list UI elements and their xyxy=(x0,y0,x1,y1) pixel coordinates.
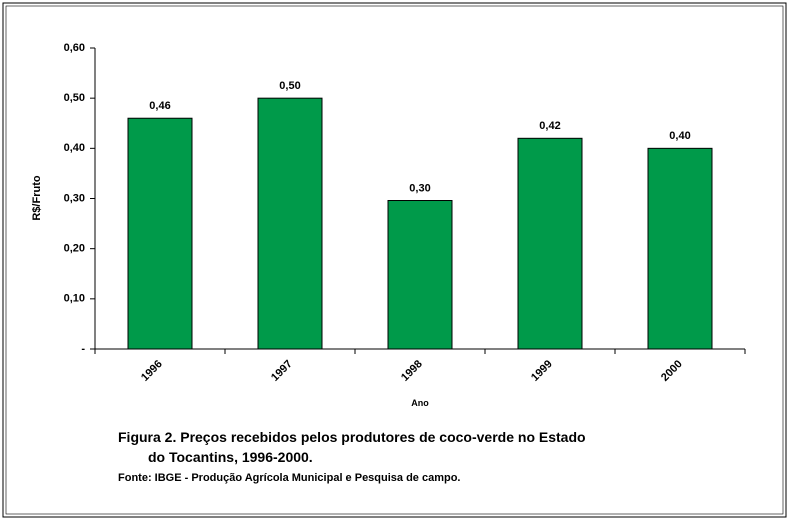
data-label: 0,30 xyxy=(409,182,430,194)
y-tick-label: 0,40 xyxy=(64,142,85,154)
x-axis-label: Ano xyxy=(411,398,429,408)
caption-line: do Tocantins, 1996-2000. xyxy=(148,449,313,465)
x-tick-label: 1999 xyxy=(529,358,555,384)
bar xyxy=(387,200,453,350)
data-label: 0,42 xyxy=(539,120,560,132)
y-tick-label: - xyxy=(81,343,85,355)
source: Fonte: IBGE - Produção Agrícola Municipa… xyxy=(118,472,461,484)
y-tick-label: 0,30 xyxy=(64,192,85,204)
y-tick-label: 0,10 xyxy=(64,293,85,305)
bar xyxy=(257,97,323,350)
x-tick-label: 1998 xyxy=(399,358,425,384)
x-tick-label: 2000 xyxy=(659,358,685,384)
y-tick-label: 0,60 xyxy=(64,42,85,54)
bar xyxy=(127,117,193,350)
x-tick-label: 1997 xyxy=(269,358,295,384)
y-tick-label: 0,20 xyxy=(64,243,85,255)
data-label: 0,46 xyxy=(149,100,170,112)
data-label: 0,40 xyxy=(669,130,690,142)
x-tick-label: 1996 xyxy=(139,358,165,384)
y-tick-label: 0,50 xyxy=(64,92,85,104)
frame-inner xyxy=(5,5,784,515)
caption-line: Figura 2. Preços recebidos pelos produto… xyxy=(118,429,586,445)
y-axis-label: R$/Fruto xyxy=(31,175,43,221)
bar xyxy=(517,137,583,350)
data-label: 0,50 xyxy=(279,80,300,92)
bar xyxy=(647,147,713,350)
